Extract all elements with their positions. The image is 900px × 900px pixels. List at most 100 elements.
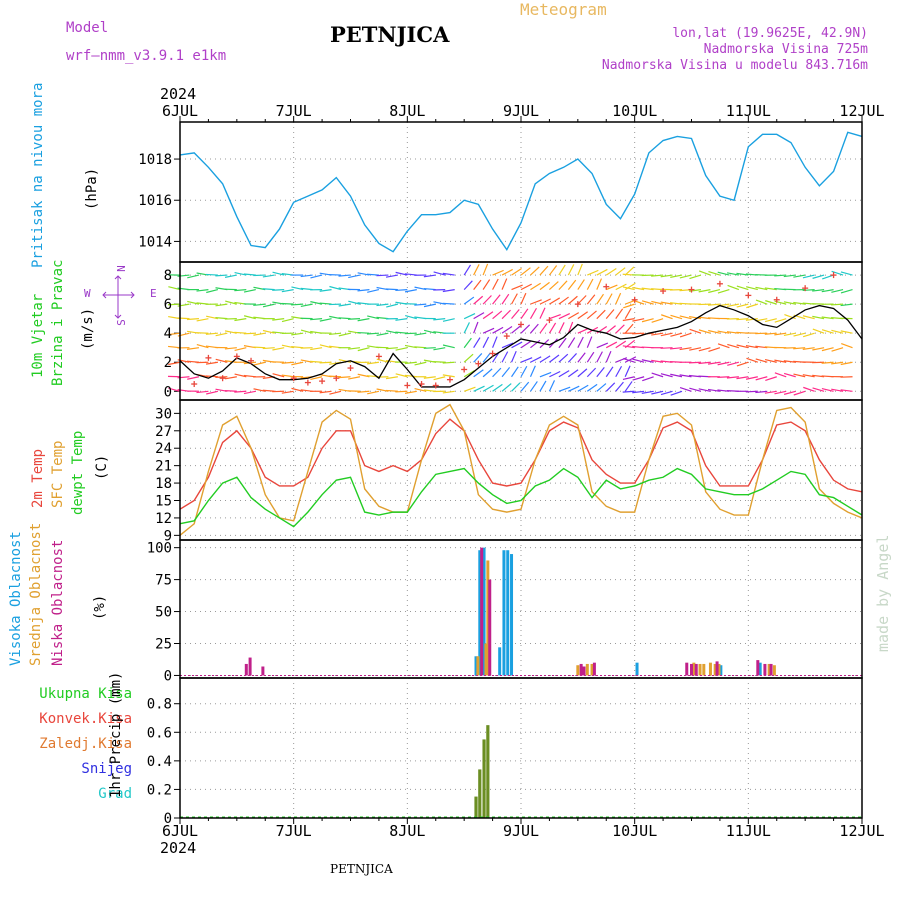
model-label: Model [66,20,109,36]
wind-barb [755,286,768,291]
wind-barb [679,374,692,378]
wind-barb [492,383,503,392]
wind-barb [840,330,853,334]
wind-barb [577,263,583,276]
wind-barb [840,303,853,307]
precip-ylabel: 1hr Precip (mm) [108,671,124,798]
wind-barb [727,284,740,291]
wind-barb [558,353,569,363]
wind-barb [423,303,436,308]
cloud-bar-0 [502,550,506,676]
panel-pressure [174,121,863,263]
wind-barb [774,332,787,336]
legend-konvek-kisa: Konvek.Kisa [39,711,132,727]
wind-barb [215,332,228,337]
gust-marker [290,375,297,382]
wind-barb [661,314,673,320]
cloud-bar-1 [767,663,771,676]
wind-barb [548,322,557,334]
cloud-bar-0 [498,647,502,676]
wind-barb [348,376,361,380]
gust-marker [475,360,482,367]
wind-barb [784,313,796,320]
cloud-bar-1 [692,662,696,676]
wind-barb [622,376,635,381]
wind-barb [726,303,739,308]
year-top: 2024 [160,85,197,103]
wind-barb [567,295,578,305]
gust-marker [446,376,453,383]
wind-barb [501,268,513,276]
wind-barb [615,308,624,319]
wind-barb [492,351,500,363]
wind-barb [357,347,370,352]
wind-barb [520,357,533,363]
wind-barb [670,390,683,396]
wind-barb [745,345,758,349]
wind-barb [243,289,256,293]
gust-marker [574,301,581,308]
wind-barb [187,300,200,305]
cloud-bar-1 [486,560,490,676]
wind-barb [329,390,342,395]
temp-ylabel-2: SFC Temp [50,440,66,508]
wind-barb [736,376,749,380]
wind-barb [539,298,551,305]
wind-barb [385,347,398,350]
wind-barb [186,347,200,350]
compass-e: E [150,287,157,300]
cloud-unit: (%) [92,594,108,620]
wind-barb [615,340,627,349]
wind-barb [717,289,730,294]
wind-barb [187,274,200,279]
wind-barb [433,376,446,381]
cloud-bar-2 [592,662,596,676]
wind-barb [717,271,730,276]
cloud-bar-0 [506,550,510,676]
wind-barb [463,353,474,363]
cloud-bar-0 [719,665,723,676]
wind-barb [615,381,624,392]
wind-barb [539,323,548,334]
wind-barb [764,390,777,394]
legend-zaledj-kisa: Zaledj.Kisa [39,736,132,752]
wind-barb [319,361,332,364]
wind-barb [660,301,673,305]
gust-marker [205,354,212,361]
wind-barb [395,271,408,276]
wind-barb [482,263,489,276]
wind-barb [224,274,237,278]
wind-barb [596,278,603,290]
wind-barb [624,282,636,291]
wind-barb [615,267,626,276]
temp-unit: (C) [94,454,110,480]
cloud-bar-1 [585,663,589,676]
wind-barb [660,390,673,396]
model-altitude-text: Nadmorska Visina u modelu 843.716m [601,58,868,73]
cloud-bar-1 [717,663,721,676]
wind-barb [482,279,491,290]
wind-barb [473,353,483,363]
wind-barb [708,329,721,334]
wind-barb [463,386,476,392]
gust-marker [319,378,326,385]
wind-barb [679,347,692,351]
wind-barb [338,317,351,320]
wind-barb [558,296,569,305]
wind-barb [632,358,645,363]
gust-marker [745,292,752,299]
wind-barb [463,264,472,276]
wind-barb [463,322,470,334]
wind-barb [822,274,834,280]
wind-barb [774,372,787,378]
temp-ylabel-3: dewpt Temp [70,430,86,515]
wind-barb [442,272,455,276]
wind-barb [215,303,228,307]
wind-barb [679,274,692,279]
wind-barb [215,358,228,363]
wind-barb [549,313,561,320]
temperature-series-line-1 [179,403,863,536]
gust-marker [333,375,340,382]
wind-barb [840,289,853,294]
wind-barb [520,267,531,276]
